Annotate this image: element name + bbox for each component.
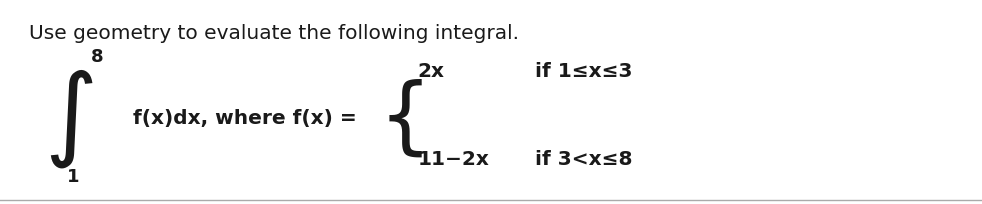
Text: 11−2x: 11−2x: [417, 150, 489, 169]
Text: $\{$: $\{$: [378, 78, 423, 159]
Text: 1: 1: [67, 169, 80, 186]
Text: $\int$: $\int$: [44, 67, 93, 170]
Text: if 1≤x≤3: if 1≤x≤3: [535, 62, 632, 81]
Text: if 3<x≤8: if 3<x≤8: [535, 150, 632, 169]
Text: f(x)dx, where f(x) =: f(x)dx, where f(x) =: [133, 109, 356, 128]
Text: 2x: 2x: [417, 62, 444, 81]
Text: 8: 8: [91, 48, 104, 66]
Text: Use geometry to evaluate the following integral.: Use geometry to evaluate the following i…: [29, 24, 519, 43]
